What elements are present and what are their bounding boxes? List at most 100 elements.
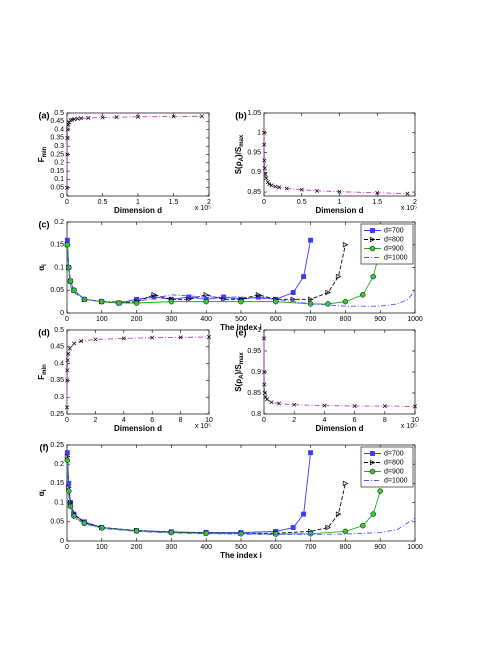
x-axis-label: The index i xyxy=(220,551,262,560)
x-tick-label: 900 xyxy=(374,316,386,323)
x-tick-label: 6 xyxy=(353,417,357,424)
x-tick-label: 800 xyxy=(340,544,352,551)
series-line xyxy=(66,464,416,535)
marker xyxy=(370,511,376,517)
marker xyxy=(342,241,349,248)
marker xyxy=(262,142,267,147)
marker xyxy=(255,292,262,298)
y-axis-label: S(ρA)/Smax xyxy=(234,134,244,174)
legend-marker xyxy=(370,228,375,233)
x-axis-label: The index i xyxy=(220,323,262,332)
y-axis-label-part: F xyxy=(37,157,46,162)
x-tick-label: 0.5 xyxy=(297,199,307,206)
marker xyxy=(273,298,279,305)
y-tick-label: 0 xyxy=(60,193,64,200)
x-tick-label: 0 xyxy=(262,199,266,206)
legend-marker xyxy=(370,451,375,456)
y-tick-label: 0.35 xyxy=(50,135,64,142)
marker xyxy=(100,115,105,120)
x-tick-label: 1.5 xyxy=(169,199,179,206)
x-tick-label: 8 xyxy=(383,417,387,424)
y-axis-label: αi xyxy=(37,489,47,496)
x-tick-label: 200 xyxy=(131,544,143,551)
marker xyxy=(151,292,157,298)
series-line xyxy=(66,115,202,188)
y-axis-label-sub: max xyxy=(239,134,245,147)
marker xyxy=(325,524,331,531)
panel-label: (c) xyxy=(39,219,50,229)
x-tick-label: 1000 xyxy=(407,316,423,323)
x-tick-label: 0 xyxy=(65,316,69,323)
y-tick-label: 0.4 xyxy=(54,126,64,133)
marker xyxy=(263,172,268,177)
marker xyxy=(93,337,98,342)
y-axis-label-sub: max xyxy=(239,352,245,365)
y-tick-label: 0.45 xyxy=(50,118,64,125)
x-multiplier: x 10⁵ xyxy=(195,423,211,430)
x-tick-label: 10 xyxy=(411,417,419,424)
marker xyxy=(277,185,282,190)
series-line xyxy=(66,460,381,535)
marker xyxy=(360,292,366,298)
marker xyxy=(263,395,268,400)
axes-frame xyxy=(263,329,416,415)
marker xyxy=(72,341,77,346)
y-tick-label: 0 xyxy=(60,310,64,317)
marker xyxy=(65,488,72,494)
y-axis-label: Fmin xyxy=(37,146,47,162)
y-tick-label: 1.05 xyxy=(247,110,261,117)
x-tick-label: 500 xyxy=(235,316,247,323)
y-axis-label-sub: A xyxy=(239,156,245,161)
marker xyxy=(284,186,289,191)
y-tick-label: 0.25 xyxy=(50,151,64,158)
y-tick-label: 0.1 xyxy=(54,499,64,506)
marker xyxy=(412,404,418,409)
marker xyxy=(65,378,70,383)
marker xyxy=(262,382,267,387)
x-tick-label: 800 xyxy=(340,316,352,323)
y-axis-label: αi xyxy=(37,264,47,271)
marker xyxy=(86,115,91,121)
x-tick-label: 10 xyxy=(205,417,213,424)
marker xyxy=(308,450,314,456)
marker xyxy=(65,368,70,373)
y-tick-label: 0.35 xyxy=(50,377,64,384)
marker xyxy=(262,166,267,171)
marker xyxy=(269,400,274,405)
legend-label: d=700 xyxy=(384,450,404,457)
series-line xyxy=(263,338,416,407)
marker xyxy=(377,488,383,494)
y-axis-label-sub: i xyxy=(42,489,48,491)
marker xyxy=(262,369,267,375)
marker xyxy=(114,115,119,120)
marker xyxy=(273,184,278,189)
y-axis-label-sub: min xyxy=(42,364,48,375)
axes-frame xyxy=(66,112,210,197)
marker xyxy=(65,127,70,132)
legend-label: d=800 xyxy=(384,459,404,466)
y-axis-label-part: S(ρ xyxy=(234,161,243,174)
marker xyxy=(206,335,212,340)
x-axis-label: Dimension d xyxy=(315,206,363,215)
y-tick-label: 0.1 xyxy=(54,176,64,183)
marker xyxy=(81,520,88,527)
marker xyxy=(307,530,314,537)
marker xyxy=(370,273,376,280)
y-tick-label: 0.9 xyxy=(251,169,261,176)
y-tick-label: 0.2 xyxy=(54,461,64,468)
y-axis-label-part: S(ρ xyxy=(234,379,243,392)
marker xyxy=(71,287,77,293)
marker xyxy=(67,278,74,284)
marker xyxy=(337,189,342,194)
series-line xyxy=(263,132,408,195)
marker xyxy=(64,242,71,248)
marker xyxy=(238,298,244,305)
x-tick-label: 2 xyxy=(413,199,417,206)
marker xyxy=(65,358,70,363)
marker xyxy=(221,296,227,303)
y-tick-label: 0.05 xyxy=(50,185,64,192)
marker xyxy=(292,402,297,407)
series-line xyxy=(66,452,312,534)
marker xyxy=(75,116,80,121)
marker xyxy=(314,188,319,193)
